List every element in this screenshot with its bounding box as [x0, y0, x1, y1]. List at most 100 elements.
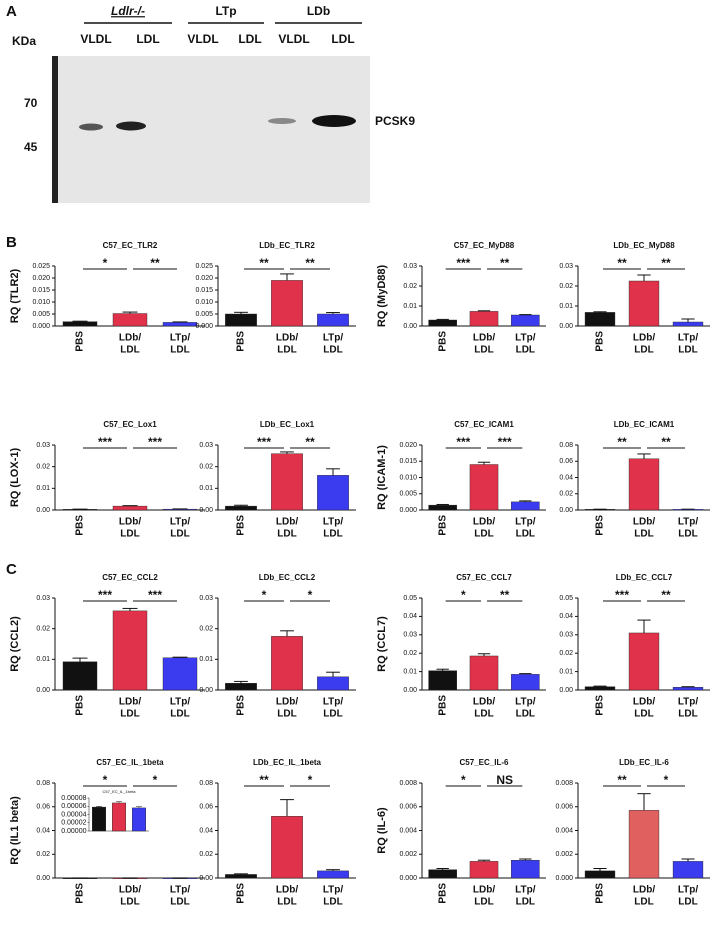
- x-tick-label: LDL: [277, 345, 296, 356]
- error-bar: [637, 619, 651, 633]
- error-bar: [593, 311, 607, 313]
- error-bar: [280, 799, 294, 817]
- chart-title: LDb_EC_TLR2: [259, 241, 315, 250]
- x-tick-label: LTp/: [678, 885, 699, 896]
- x-tick-label: LDL: [634, 897, 653, 908]
- error-bar: [681, 318, 695, 322]
- y-tick-label: 0.000: [399, 875, 417, 882]
- bar: [271, 453, 303, 511]
- bar: [428, 869, 457, 879]
- error-bar: [593, 868, 607, 871]
- x-tick-label: LDL: [678, 529, 697, 540]
- error-bar: [681, 858, 695, 862]
- y-tick-label: 0.06: [199, 804, 213, 811]
- y-axis-label: RQ (IL-6): [376, 807, 388, 854]
- error-bar: [72, 657, 88, 662]
- y-tick-label: 0.000: [32, 323, 50, 330]
- significance-label: ***: [98, 588, 112, 602]
- x-tick-label: LDb/: [633, 333, 655, 344]
- unit-label: KDa: [12, 34, 36, 48]
- y-tick-label: 0.000: [555, 875, 573, 882]
- y-tick-label: 0.03: [199, 442, 213, 449]
- error-bar: [234, 504, 248, 507]
- x-tick-label: LTp/: [515, 517, 536, 528]
- y-tick-label: 0.006: [399, 804, 417, 811]
- x-tick-label: PBS: [437, 331, 448, 352]
- chart-title: C57_EC_TLR2: [103, 241, 158, 250]
- y-tick-label: 0.03: [559, 263, 573, 270]
- bar: [225, 313, 257, 327]
- marker-label: 70: [24, 96, 38, 110]
- x-tick-label: LDL: [474, 345, 493, 356]
- y-tick-label: 0.04: [403, 613, 417, 620]
- x-tick-label: LDb/: [473, 517, 495, 528]
- x-tick-label: LTp/: [323, 885, 344, 896]
- error-bar: [637, 453, 651, 459]
- x-tick-label: PBS: [236, 695, 247, 716]
- error-bar: [234, 680, 248, 684]
- bar: [131, 807, 146, 832]
- y-tick-label: 0.01: [403, 668, 417, 675]
- bar: [112, 505, 148, 511]
- y-tick-label: 0.015: [32, 287, 50, 294]
- y-tick-label: 0.020: [399, 442, 417, 449]
- x-tick-label: PBS: [236, 883, 247, 904]
- protein-label: PCSK9: [375, 114, 415, 128]
- bar: [672, 321, 704, 327]
- x-tick-label: LTp/: [515, 697, 536, 708]
- x-tick-label: LDL: [634, 345, 653, 356]
- bar: [628, 810, 660, 879]
- error-bar: [681, 686, 695, 688]
- x-tick-label: LDL: [277, 709, 296, 720]
- y-tick-label: 0.025: [32, 263, 50, 270]
- significance-label: ***: [148, 588, 162, 602]
- bar: [469, 861, 499, 879]
- significance-label: NS: [496, 773, 513, 787]
- bar: [162, 657, 198, 691]
- y-tick-label: 0.020: [32, 275, 50, 282]
- error-bar: [436, 868, 449, 870]
- y-tick-label: 0.01: [199, 656, 213, 663]
- x-tick-label: LDb/: [119, 885, 141, 896]
- bar: [428, 504, 457, 511]
- x-tick-label: LTp/: [170, 333, 191, 344]
- bar: [271, 816, 303, 879]
- chart-title: C57_EC_IL_1beta: [96, 758, 164, 767]
- y-tick-label: 0.02: [403, 650, 417, 657]
- y-tick-label: 0.00: [36, 687, 50, 694]
- error-bar: [477, 859, 491, 862]
- error-bar: [234, 311, 248, 314]
- y-tick-label: 0.008: [555, 780, 573, 787]
- y-tick-label: 0.00004: [61, 811, 86, 818]
- y-tick-label: 0.005: [195, 311, 213, 318]
- error-bar: [637, 274, 651, 281]
- x-tick-label: LDb/: [473, 885, 495, 896]
- bar: [469, 464, 499, 511]
- error-bar: [122, 311, 138, 314]
- x-tick-label: LDb/: [473, 697, 495, 708]
- x-tick-label: PBS: [437, 695, 448, 716]
- x-tick-label: PBS: [437, 515, 448, 536]
- y-tick-label: 0.015: [195, 287, 213, 294]
- x-tick-label: PBS: [75, 515, 86, 536]
- chart-title: LDb_EC_MyD88: [613, 241, 675, 250]
- error-bar: [519, 673, 532, 675]
- significance-label: **: [661, 588, 671, 602]
- x-tick-label: LDL: [323, 897, 342, 908]
- significance-label: ***: [456, 435, 470, 449]
- error-bar: [122, 607, 138, 611]
- significance-label: **: [617, 773, 627, 787]
- y-tick-label: 0.00: [403, 687, 417, 694]
- y-tick-label: 0.02: [559, 283, 573, 290]
- significance-label: **: [150, 256, 160, 270]
- error-bar: [280, 630, 294, 637]
- x-tick-label: LDb/: [633, 885, 655, 896]
- x-tick-label: LDL: [678, 709, 697, 720]
- error-bar: [172, 656, 188, 658]
- bar: [317, 475, 349, 511]
- bar: [162, 322, 198, 327]
- y-tick-label: 0.08: [36, 780, 50, 787]
- y-tick-label: 0.08: [199, 780, 213, 787]
- y-tick-label: 0.00: [559, 323, 573, 330]
- significance-label: **: [661, 435, 671, 449]
